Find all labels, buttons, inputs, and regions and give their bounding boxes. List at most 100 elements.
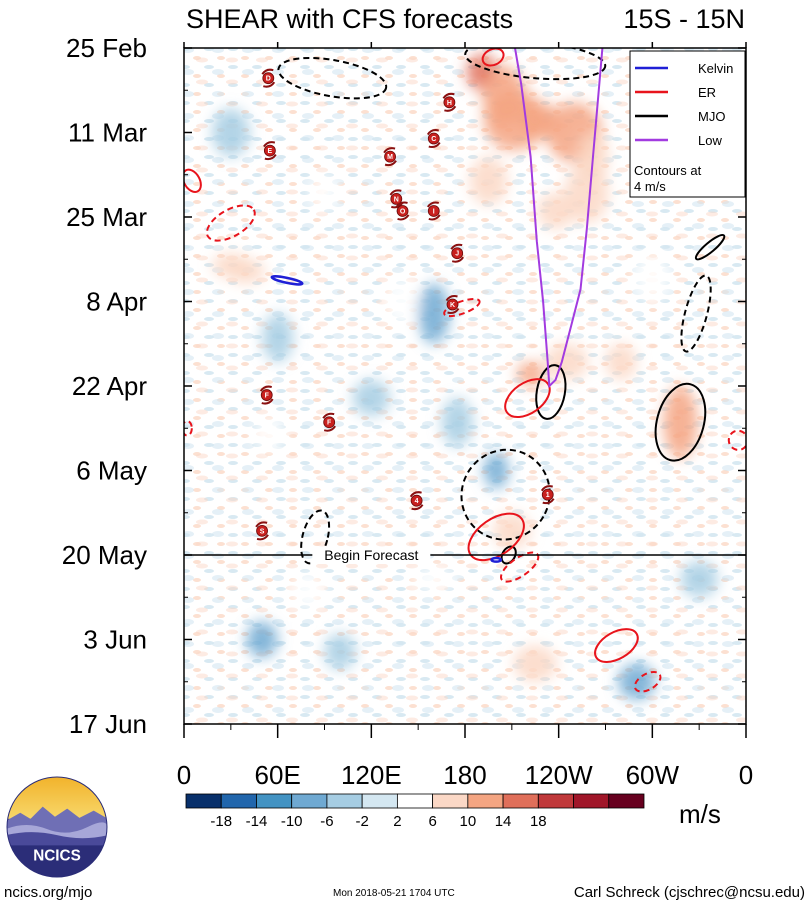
storm-marker-label: F (265, 393, 270, 400)
storm-marker-label: N (394, 196, 399, 203)
y-tick-label: 8 Apr (86, 287, 147, 317)
shear-anomaly-blob (483, 452, 509, 489)
colorbar-unit: m/s (679, 799, 721, 829)
shear-anomaly-blob (633, 253, 672, 302)
legend-label: MJO (698, 109, 725, 124)
forecast-marker: Begin Forecast (184, 547, 746, 564)
colorbar-label: 18 (530, 813, 547, 830)
shear-anomaly-blob (513, 645, 558, 682)
mjo-contour (277, 56, 388, 100)
mjo-contour (654, 382, 707, 462)
storm-marker: H (442, 92, 457, 112)
storm-marker-dot (427, 205, 440, 217)
shear-anomaly-field (212, 54, 718, 700)
storm-swirl (395, 201, 410, 221)
storm-swirl (263, 141, 277, 161)
chart-title: SHEAR with CFS forecasts (186, 4, 513, 34)
colorbar-swatch (185, 793, 222, 809)
colorbar-label: 2 (393, 813, 401, 830)
low-contour (514, 48, 604, 389)
storm-marker-label: J (455, 251, 459, 258)
storm-marker-label: I (433, 208, 435, 215)
storm-swirl (322, 412, 337, 432)
storm-marker: E (263, 141, 277, 161)
legend: Kelvin ER MJO Low Contours at 4 m/s (629, 50, 746, 198)
shear-anomaly-blob (418, 283, 450, 344)
storm-marker-label: D (266, 76, 271, 83)
storm-marker-label: H (447, 100, 452, 107)
storm-marker-dot (427, 132, 440, 145)
mjo-contour (464, 48, 607, 81)
storm-marker: I (426, 201, 441, 221)
shear-anomaly-blob (308, 174, 341, 211)
shear-anomaly-blob (493, 512, 531, 549)
colorbar-swatch (256, 793, 293, 809)
storm-marker-dot (410, 494, 423, 507)
shear-anomaly-blob (469, 156, 508, 205)
storm-swirl (426, 129, 441, 149)
storm-swirl (540, 485, 555, 505)
colorbar-swatch (573, 793, 610, 809)
colorbar-swatch (608, 793, 645, 809)
y-tick-label: 11 Mar (68, 118, 147, 148)
storm-marker-label: K (450, 302, 455, 309)
storm-marker-dot (263, 144, 276, 157)
colorbar-label: -6 (320, 813, 333, 830)
shear-anomaly-blob (262, 313, 294, 362)
shear-anomaly-blob (544, 343, 589, 380)
storm-swirl (255, 521, 269, 541)
legend-label: Low (698, 133, 722, 148)
storm-marker: 1 (540, 485, 555, 505)
colorbar: -18 -14 -10 -6 -2 2 6 10 14 18 (185, 793, 645, 830)
y-tick-label: 17 Jun (69, 709, 147, 739)
shear-anomaly-blob (352, 379, 391, 417)
storm-marker-label: F (327, 420, 332, 427)
storm-marker: M (383, 147, 397, 167)
shear-anomaly-blob (290, 573, 328, 610)
shear-anomaly-blob (441, 398, 473, 447)
storm-marker-dot (384, 150, 396, 163)
mjo-contour (535, 364, 567, 420)
kelvin-contour (490, 556, 503, 563)
colorbar-label: -18 (210, 813, 232, 830)
colorbar-label: -14 (246, 813, 268, 830)
storm-marker: K (445, 295, 460, 315)
shear-anomaly-blob (564, 162, 609, 224)
colorbar-swatch (467, 793, 504, 809)
storm-marker-dot (446, 298, 459, 311)
colorbar-swatch (502, 793, 539, 809)
storm-marker: S (255, 521, 269, 541)
storm-marker-label: C (431, 136, 436, 143)
er-contour (727, 429, 746, 451)
er-contour (184, 420, 193, 437)
er-contour (633, 670, 662, 693)
storm-marker-label: S (260, 528, 265, 535)
footer-timestamp: Mon 2018-05-21 1704 UTC (333, 888, 455, 899)
colorbar-label: 14 (495, 813, 512, 830)
storm-swirl (383, 147, 397, 167)
storm-swirl (409, 491, 424, 511)
er-contour (594, 628, 639, 663)
y-tick-label: 25 Feb (66, 33, 147, 63)
shear-anomaly-blob (324, 633, 356, 670)
storm-marker-dot (541, 488, 554, 501)
y-tick-label: 20 May (62, 540, 147, 570)
storm-marker-label: 4 (415, 498, 419, 505)
storm-marker-dot (451, 247, 464, 260)
colorbar-swatch (396, 793, 434, 809)
legend-note-line1: Contours at (634, 163, 702, 178)
mjo-contour (460, 448, 551, 541)
shear-anomaly-blob (680, 561, 718, 598)
storm-swirl (426, 201, 441, 221)
x-tick-label: 0 (739, 760, 753, 790)
legend-label: ER (698, 85, 716, 100)
storm-marker: C (426, 129, 441, 149)
storm-marker: F (322, 412, 337, 432)
storm-marker: F (259, 385, 274, 405)
storm-swirl (261, 68, 276, 88)
storm-marker-dot (262, 72, 275, 85)
er-contour (481, 48, 505, 67)
footer-website[interactable]: ncics.org/mjo (4, 884, 93, 901)
er-contour (504, 378, 551, 418)
y-tick-label: 6 May (76, 456, 147, 486)
